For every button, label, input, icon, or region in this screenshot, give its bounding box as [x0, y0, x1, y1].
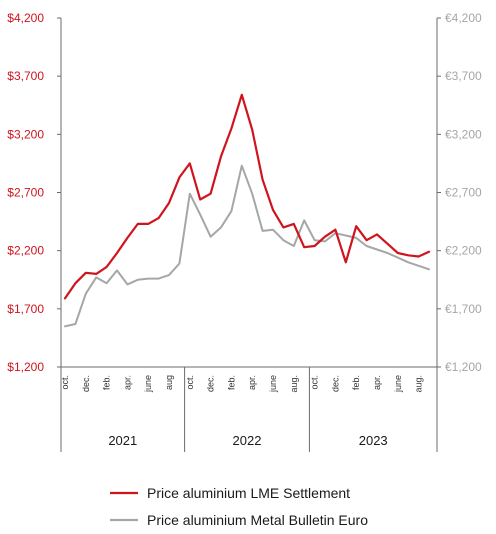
legend-label: Price aluminium Metal Bulletin Euro	[147, 512, 368, 528]
x-tick-label: june	[393, 375, 403, 393]
x-tick-label: june	[143, 375, 153, 393]
x-axis: oct. dec. feb. apr. june aug oct. dec. feb. apr. j…	[60, 367, 438, 452]
x-tick-label: oct.	[60, 375, 70, 390]
x-tick-label: dec.	[206, 375, 216, 392]
legend: Price aluminium LME Settlement Price alum…	[110, 485, 368, 528]
series-lines	[63, 93, 431, 328]
lme-settlement-line	[63, 93, 431, 300]
x-tick-label: feb.	[351, 375, 361, 390]
y-right-tick-label: €2,700	[445, 186, 482, 200]
y-left-tick-label: $2,200	[7, 244, 44, 258]
x-tick-label: feb.	[102, 375, 112, 390]
y-right-tick-label: €1,700	[445, 302, 482, 316]
x-tick-label: dec.	[81, 375, 91, 392]
y-right-tick-label: €3,200	[445, 127, 482, 141]
x-tick-label: aug.	[289, 375, 299, 393]
x-tick-label: apr.	[372, 375, 382, 390]
x-tick-label: dec.	[330, 375, 340, 392]
x-tick-label: aug.	[414, 375, 424, 393]
year-label: 2021	[108, 433, 137, 448]
y-right-tick-label: €1,200	[445, 360, 482, 374]
axes	[60, 18, 438, 368]
y-left-tick-label: $2,700	[7, 186, 44, 200]
y-left-tick-label: $1,200	[7, 360, 44, 374]
right-y-axis: €1,200 €1,700 €2,200 €2,700 €3,200 €3,700 €4,2…	[437, 11, 482, 374]
year-label: 2022	[233, 433, 262, 448]
y-left-tick-label: $4,200	[7, 11, 44, 25]
y-right-tick-label: €4,200	[445, 11, 482, 25]
x-tick-label: feb.	[226, 375, 236, 390]
y-left-tick-label: $3,200	[7, 127, 44, 141]
legend-label: Price aluminium LME Settlement	[147, 485, 350, 501]
x-tick-label: june	[268, 375, 278, 393]
y-left-tick-label: $3,700	[7, 69, 44, 83]
x-tick-label: aug	[164, 375, 174, 390]
year-label: 2023	[359, 433, 388, 448]
y-right-tick-label: €2,200	[445, 244, 482, 258]
y-left-tick-label: $1,700	[7, 302, 44, 316]
left-y-axis: $1,200 $1,700 $2,200 $2,700 $3,200 $3,700 $4,2…	[7, 11, 61, 374]
x-tick-label: apr.	[247, 375, 257, 390]
x-tick-label: oct.	[185, 375, 195, 390]
x-tick-label: oct.	[310, 375, 320, 390]
metal-bulletin-euro-line	[64, 164, 430, 328]
x-tick-label: apr.	[122, 375, 132, 390]
y-right-tick-label: €3,700	[445, 69, 482, 83]
